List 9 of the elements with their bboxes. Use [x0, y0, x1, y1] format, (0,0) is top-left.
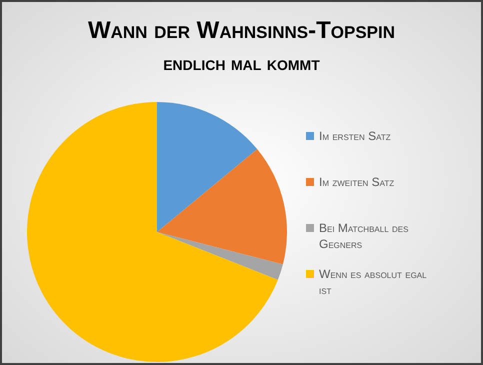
legend-label: Im ersten Satz — [319, 129, 391, 143]
legend-label: Bei Matchball des Gegners — [319, 221, 408, 251]
legend-label: Im zweiten Satz — [319, 175, 394, 189]
pie-slice — [157, 149, 287, 264]
pie-slice — [157, 232, 283, 280]
chart-title: Wann der Wahnsinns-Topspin endlich mal kommt — [88, 17, 396, 75]
pie-slice — [157, 102, 258, 232]
pie-slice — [27, 102, 278, 362]
legend-label: Wenn es absolut egal ist — [319, 267, 428, 297]
